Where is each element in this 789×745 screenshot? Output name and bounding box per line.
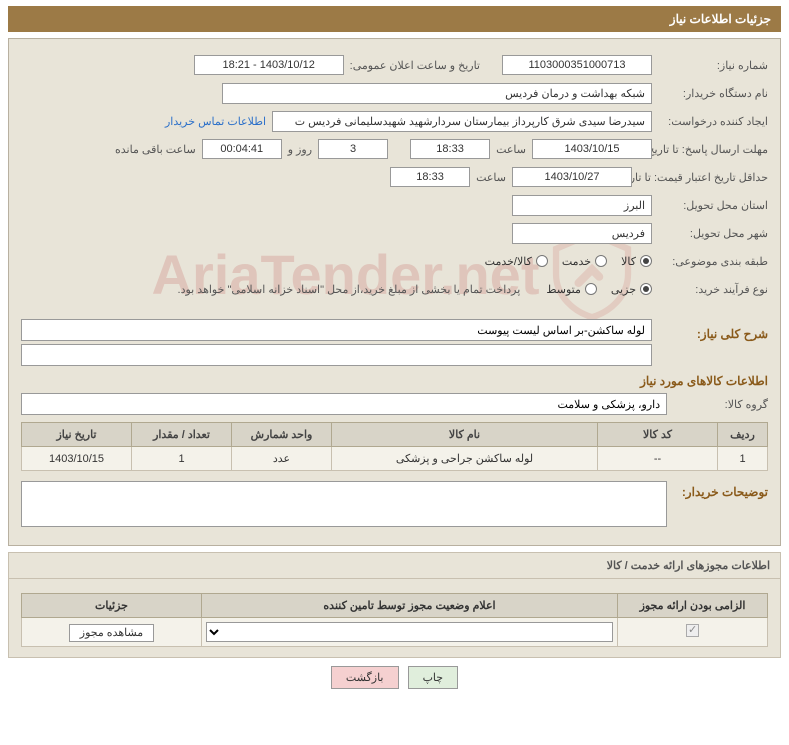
table-row: 1 -- لوله ساکشن جراحی و پزشکی عدد 1 1403… bbox=[22, 447, 768, 471]
perm-details-cell: مشاهده مجوز bbox=[22, 618, 202, 647]
val-requester: سیدرضا سیدی شرق کارپرداز بیمارستان سردار… bbox=[272, 111, 652, 132]
th-row: ردیف bbox=[718, 423, 768, 447]
row-requester: ایجاد کننده درخواست: سیدرضا سیدی شرق کار… bbox=[21, 109, 768, 133]
lbl-requester: ایجاد کننده درخواست: bbox=[658, 115, 768, 128]
val-buyer-org: شبکه بهداشت و درمان فردیس bbox=[222, 83, 652, 104]
radio-dot-icon bbox=[585, 283, 597, 295]
main-panel: AriaTender.net شماره نیاز: 1103000351000… bbox=[8, 38, 781, 546]
th-qty: تعداد / مقدار bbox=[132, 423, 232, 447]
val-remaining-days: 3 bbox=[318, 139, 388, 159]
radio-dot-icon bbox=[536, 255, 548, 267]
items-table: ردیف کد کالا نام کالا واحد شمارش تعداد /… bbox=[21, 422, 768, 471]
perm-section-title: اطلاعات مجوزهای ارائه خدمت / کالا bbox=[607, 560, 770, 572]
perm-status-cell bbox=[202, 618, 618, 647]
payment-note: پرداخت تمام یا بخشی از مبلغ خرید،از محل … bbox=[178, 283, 521, 296]
radio-dot-icon bbox=[640, 283, 652, 295]
lbl-buyer-notes: توضیحات خریدار: bbox=[673, 485, 768, 499]
val-goods-group bbox=[21, 393, 667, 415]
lbl-hour-1: ساعت bbox=[496, 143, 526, 156]
th-unit: واحد شمارش bbox=[232, 423, 332, 447]
panel-title-text: جزئیات اطلاعات نیاز bbox=[670, 12, 771, 26]
lbl-deadline: مهلت ارسال پاسخ: تا تاریخ: bbox=[658, 143, 768, 156]
buytype-radio-group: جزیی متوسط bbox=[546, 283, 652, 296]
radio-dot-icon bbox=[640, 255, 652, 267]
th-date: تاریخ نیاز bbox=[22, 423, 132, 447]
row-overall-desc: شرح کلی نیاز: bbox=[21, 319, 768, 366]
val-deadline-time: 18:33 bbox=[410, 139, 490, 159]
td-name: لوله ساکشن جراحی و پزشکی bbox=[332, 447, 598, 471]
row-need-number: شماره نیاز: 1103000351000713 تاریخ و ساع… bbox=[21, 53, 768, 77]
lbl-hour-2: ساعت bbox=[476, 171, 506, 184]
perm-mandatory-cell bbox=[618, 618, 768, 647]
val-remaining-time: 00:04:41 bbox=[202, 139, 282, 159]
goods-section-head: اطلاعات کالاهای مورد نیاز bbox=[21, 374, 768, 388]
th-mandatory: الزامی بودن ارائه مجوز bbox=[618, 594, 768, 618]
row-deadline: مهلت ارسال پاسخ: تا تاریخ: 1403/10/15 سا… bbox=[21, 137, 768, 161]
overall-desc-line1 bbox=[21, 319, 652, 341]
lbl-remaining: ساعت باقی مانده bbox=[115, 143, 196, 156]
val-province: البرز bbox=[512, 195, 652, 216]
lbl-province: استان محل تحویل: bbox=[658, 199, 768, 212]
status-select[interactable] bbox=[206, 622, 613, 642]
th-name: نام کالا bbox=[332, 423, 598, 447]
lbl-need-no: شماره نیاز: bbox=[658, 59, 768, 72]
row-buy-type: نوع فرآیند خرید: جزیی متوسط پرداخت تمام … bbox=[21, 277, 768, 301]
checkbox-disabled-icon bbox=[686, 624, 699, 637]
perm-section-bar: اطلاعات مجوزهای ارائه خدمت / کالا bbox=[8, 552, 781, 578]
val-deadline-date: 1403/10/15 bbox=[532, 139, 652, 159]
category-radio-group: کالا خدمت کالا/خدمت bbox=[485, 255, 652, 268]
view-permit-button[interactable]: مشاهده مجوز bbox=[69, 624, 154, 642]
row-category: طبقه بندی موضوعی: کالا خدمت کالا/خدمت bbox=[21, 249, 768, 273]
radio-partial[interactable]: جزیی bbox=[611, 283, 652, 296]
row-province: استان محل تحویل: البرز bbox=[21, 193, 768, 217]
radio-service[interactable]: خدمت bbox=[562, 255, 607, 268]
th-status: اعلام وضعیت مجوز توسط تامین کننده bbox=[202, 594, 618, 618]
td-qty: 1 bbox=[132, 447, 232, 471]
lbl-buyer-org: نام دستگاه خریدار: bbox=[658, 87, 768, 100]
button-row: چاپ بازگشت bbox=[0, 666, 789, 689]
row-validity: حداقل تاریخ اعتبار قیمت: تا تاریخ: 1403/… bbox=[21, 165, 768, 189]
val-validity-time: 18:33 bbox=[390, 167, 470, 187]
val-validity-date: 1403/10/27 bbox=[512, 167, 632, 187]
lbl-category: طبقه بندی موضوعی: bbox=[658, 255, 768, 268]
lbl-goods-group: گروه کالا: bbox=[673, 398, 768, 411]
td-row: 1 bbox=[718, 447, 768, 471]
radio-dot-icon bbox=[595, 255, 607, 267]
td-code: -- bbox=[598, 447, 718, 471]
radio-goods[interactable]: کالا bbox=[621, 255, 652, 268]
row-buyer-notes: توضیحات خریدار: bbox=[21, 477, 768, 531]
buyer-notes-box bbox=[21, 481, 667, 527]
lbl-announce-dt: تاریخ و ساعت اعلان عمومی: bbox=[350, 59, 480, 72]
panel-title: جزئیات اطلاعات نیاز bbox=[8, 6, 781, 32]
val-need-no: 1103000351000713 bbox=[502, 55, 652, 75]
perm-panel: الزامی بودن ارائه مجوز اعلام وضعیت مجوز … bbox=[8, 578, 781, 658]
lbl-buy-type: نوع فرآیند خرید: bbox=[658, 283, 768, 296]
row-city: شهر محل تحویل: فردیس bbox=[21, 221, 768, 245]
radio-medium[interactable]: متوسط bbox=[546, 283, 597, 296]
radio-goods-service[interactable]: کالا/خدمت bbox=[485, 255, 548, 268]
row-buyer-org: نام دستگاه خریدار: شبکه بهداشت و درمان ف… bbox=[21, 81, 768, 105]
val-city: فردیس bbox=[512, 223, 652, 244]
back-button[interactable]: بازگشت bbox=[331, 666, 399, 689]
th-details: جزئیات bbox=[22, 594, 202, 618]
lbl-validity: حداقل تاریخ اعتبار قیمت: تا تاریخ: bbox=[638, 171, 768, 184]
print-button[interactable]: چاپ bbox=[408, 666, 459, 689]
val-announce-dt: 18:21 - 1403/10/12 bbox=[194, 55, 344, 75]
lbl-overall-desc: شرح کلی نیاز: bbox=[658, 327, 768, 341]
perm-table: الزامی بودن ارائه مجوز اعلام وضعیت مجوز … bbox=[21, 593, 768, 647]
link-buyer-contact[interactable]: اطلاعات تماس خریدار bbox=[165, 115, 266, 128]
overall-desc-line2 bbox=[21, 344, 652, 366]
perm-row: مشاهده مجوز bbox=[22, 618, 768, 647]
td-unit: عدد bbox=[232, 447, 332, 471]
td-date: 1403/10/15 bbox=[22, 447, 132, 471]
lbl-city: شهر محل تحویل: bbox=[658, 227, 768, 240]
row-goods-group: گروه کالا: bbox=[21, 392, 768, 416]
lbl-days-and: روز و bbox=[288, 143, 312, 156]
th-code: کد کالا bbox=[598, 423, 718, 447]
